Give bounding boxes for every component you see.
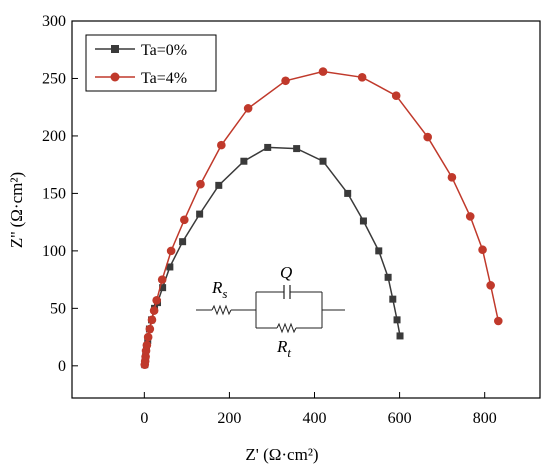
resistor-rt bbox=[276, 322, 297, 334]
y-tick-label: 300 bbox=[42, 13, 66, 30]
y-tick-label: 150 bbox=[42, 185, 66, 202]
y-tick-label: 200 bbox=[42, 128, 66, 145]
data-point bbox=[393, 316, 401, 324]
x-tick-label: 200 bbox=[217, 410, 241, 427]
data-point bbox=[196, 179, 205, 189]
data-point bbox=[389, 295, 397, 303]
label-rs: Rs bbox=[211, 278, 227, 301]
data-point bbox=[149, 306, 159, 315]
data-point bbox=[396, 332, 404, 340]
x-axis-title: Z' (Ω·cm²) bbox=[245, 445, 318, 464]
data-point bbox=[179, 238, 187, 246]
data-point bbox=[281, 76, 290, 86]
data-point bbox=[391, 91, 401, 101]
data-point bbox=[486, 281, 495, 290]
plot-frame bbox=[71, 20, 541, 399]
data-point bbox=[142, 340, 152, 350]
series-layer bbox=[140, 67, 503, 369]
data-point bbox=[494, 316, 503, 326]
legend-label-ta4: Ta=4% bbox=[141, 70, 187, 87]
data-point bbox=[293, 145, 301, 153]
data-point bbox=[344, 189, 352, 197]
data-point bbox=[423, 132, 432, 142]
data-point bbox=[166, 263, 174, 271]
data-point bbox=[384, 273, 392, 281]
data-point bbox=[159, 284, 167, 292]
series-1 bbox=[140, 67, 503, 369]
data-point bbox=[357, 73, 367, 82]
data-point bbox=[180, 215, 189, 225]
data-point bbox=[359, 217, 367, 225]
legend-box bbox=[85, 34, 217, 92]
data-point bbox=[166, 246, 176, 256]
data-point bbox=[243, 104, 253, 113]
data-point bbox=[145, 324, 155, 334]
data-point bbox=[478, 245, 487, 255]
data-point bbox=[319, 157, 327, 165]
data-point bbox=[196, 210, 204, 218]
y-tick-label: 50 bbox=[50, 300, 66, 317]
data-point bbox=[215, 181, 223, 189]
y-tick-label: 250 bbox=[42, 70, 66, 87]
data-point bbox=[152, 296, 161, 305]
legend-marker-ta0 bbox=[111, 45, 119, 53]
series-line bbox=[144, 146, 401, 365]
legend-marker-ta4 bbox=[110, 72, 120, 82]
equivalent-circuit-inset: Rs Q Rt bbox=[196, 263, 345, 360]
data-point bbox=[264, 143, 272, 151]
series-0 bbox=[141, 143, 404, 369]
data-point bbox=[157, 275, 167, 284]
axis-ticks: 0 200 400 600 800 0 50 100 150 200 250 300 bbox=[42, 13, 497, 427]
legend: Ta=0% Ta=4% bbox=[85, 34, 217, 92]
data-point bbox=[465, 212, 475, 221]
data-point bbox=[147, 315, 157, 325]
legend-label-ta0: Ta=0% bbox=[141, 42, 187, 59]
label-q: Q bbox=[280, 263, 292, 282]
x-tick-label: 400 bbox=[303, 410, 327, 427]
data-point bbox=[143, 332, 153, 342]
data-point bbox=[217, 140, 226, 150]
y-tick-label: 100 bbox=[42, 243, 66, 260]
plot-area-border bbox=[71, 20, 541, 399]
data-point bbox=[375, 247, 383, 255]
data-point bbox=[240, 157, 248, 165]
data-point bbox=[318, 67, 328, 76]
y-axis-title: Z'' (Ω·cm²) bbox=[7, 172, 26, 248]
x-tick-label: 600 bbox=[388, 410, 412, 427]
resistor-rs bbox=[211, 304, 232, 316]
y-tick-label: 0 bbox=[58, 358, 66, 375]
x-tick-label: 800 bbox=[473, 410, 497, 427]
label-rt: Rt bbox=[276, 337, 291, 360]
data-point bbox=[447, 173, 457, 182]
x-tick-label: 0 bbox=[140, 410, 148, 427]
